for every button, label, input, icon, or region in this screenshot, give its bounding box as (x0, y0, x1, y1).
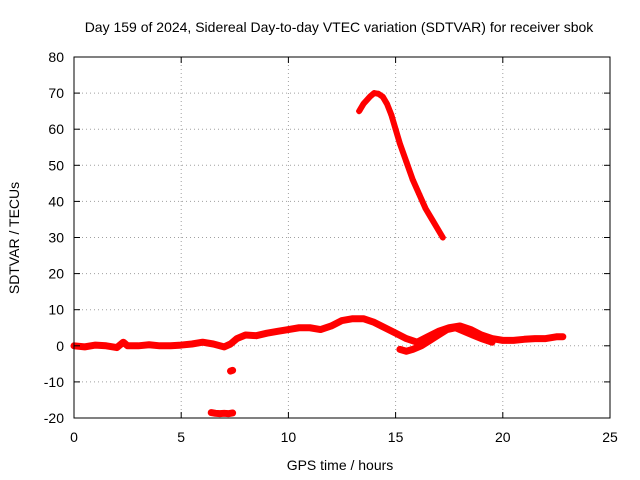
data-points (70, 90, 567, 418)
main-track-point (92, 342, 99, 349)
y-axis-label: SDTVAR / TECUs (6, 182, 22, 294)
main-track-point (124, 342, 131, 349)
second-track-point (461, 328, 468, 335)
high-arc-point (403, 158, 410, 165)
low-cluster-point (229, 409, 236, 416)
main-track-point (199, 339, 206, 346)
y-tick-label: 30 (48, 230, 64, 246)
second-track-point (409, 346, 416, 353)
main-track-point (221, 343, 228, 350)
x-tick-label: 5 (177, 429, 185, 445)
main-track-point (156, 342, 163, 349)
main-track-point (360, 315, 367, 322)
high-arc-point (416, 191, 423, 198)
main-track-point (328, 322, 335, 329)
main-track-point (296, 324, 303, 331)
main-track-point (167, 342, 174, 349)
x-tick-label: 0 (70, 429, 78, 445)
main-track-point (553, 333, 560, 340)
x-tick-label: 25 (602, 429, 618, 445)
second-track-point (444, 326, 451, 333)
high-arc-point (429, 216, 436, 223)
axis-ticks: 0 5 10 15 20 25 -20 -10 0 10 20 30 40 50 60 70 80 (44, 49, 618, 445)
main-track-point (542, 335, 549, 342)
second-track-point (489, 339, 496, 346)
main-track-point (120, 339, 127, 346)
main-track-point (113, 344, 120, 351)
main-track-point (242, 331, 249, 338)
second-track-point (396, 346, 403, 353)
y-tick-label: 40 (48, 193, 64, 209)
high-arc-point (388, 111, 395, 118)
second-track-point (435, 331, 442, 338)
main-track-point (103, 342, 110, 349)
high-arc-point (409, 176, 416, 183)
main-track-point (371, 319, 378, 326)
main-track-point (403, 335, 410, 342)
high-arc-point (439, 234, 446, 241)
y-tick-label: 50 (48, 157, 64, 173)
high-arc-point (379, 93, 386, 100)
main-track-point (178, 342, 185, 349)
main-track-point (381, 324, 388, 331)
high-arc-point (360, 100, 367, 107)
y-tick-label: 0 (56, 338, 64, 354)
main-track-point (227, 340, 234, 347)
main-track-point (253, 332, 260, 339)
x-axis-label: GPS time / hours (287, 457, 394, 473)
x-tick-label: 10 (281, 429, 297, 445)
main-track-point (521, 336, 528, 343)
high-arc-point (396, 140, 403, 147)
main-track-point (531, 335, 538, 342)
main-track-point (510, 337, 517, 344)
main-track-point (274, 328, 281, 335)
high-arc-point (356, 108, 363, 115)
second-track-point (452, 324, 459, 331)
second-track-point (426, 337, 433, 344)
y-tick-label: 70 (48, 85, 64, 101)
main-track-point (81, 343, 88, 350)
x-tick-label: 15 (388, 429, 404, 445)
main-track-point (188, 340, 195, 347)
main-track-point (210, 340, 217, 347)
second-track-point (469, 331, 476, 338)
main-track-point (339, 317, 345, 324)
grid-lines (74, 57, 610, 418)
y-tick-label: 20 (48, 266, 64, 282)
high-arc-point (422, 205, 429, 212)
chart-title: Day 159 of 2024, Sidereal Day-to-day VTE… (85, 19, 595, 35)
y-tick-label: -20 (44, 410, 64, 426)
main-track-point (135, 342, 142, 349)
main-track-point (263, 330, 270, 337)
second-track-point (418, 342, 425, 349)
main-track-point (559, 333, 566, 340)
second-track-point (403, 348, 410, 355)
main-track-point (349, 315, 356, 322)
main-track-point (285, 326, 292, 333)
high-arc-point (384, 100, 391, 107)
y-tick-label: 80 (48, 49, 64, 65)
main-track-point (317, 326, 324, 333)
y-tick-label: -10 (44, 374, 64, 390)
high-arc-point (375, 90, 382, 97)
second-track-point (478, 335, 485, 342)
main-track-point (233, 335, 240, 342)
main-track-point (146, 341, 153, 348)
isolated-point-point (229, 367, 236, 374)
main-track-point (306, 324, 313, 331)
high-arc-point (435, 227, 442, 234)
y-tick-label: 10 (48, 302, 64, 318)
high-arc-point (392, 126, 399, 133)
main-track-point (392, 330, 399, 337)
main-track-point (499, 337, 506, 344)
y-tick-label: 60 (48, 121, 64, 137)
high-arc-point (366, 93, 373, 100)
x-tick-label: 20 (495, 429, 511, 445)
